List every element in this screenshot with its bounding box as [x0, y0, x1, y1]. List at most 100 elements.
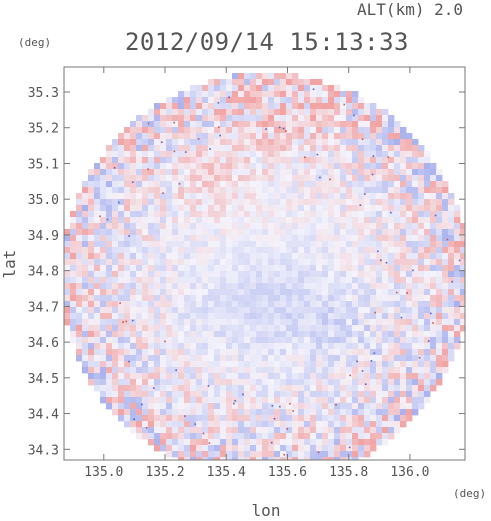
heatmap-cell	[274, 175, 281, 182]
heatmap-cell	[346, 451, 353, 458]
heatmap-cell	[370, 187, 377, 194]
heatmap-cell	[460, 271, 465, 278]
heatmap-cell	[340, 97, 347, 104]
heatmap-cell	[130, 199, 137, 206]
heatmap-cell	[196, 319, 203, 326]
heatmap-cell	[382, 217, 389, 224]
heatmap-cell	[232, 415, 239, 422]
heatmap-speckle	[432, 322, 434, 324]
heatmap-cell	[334, 355, 341, 362]
heatmap-cell	[70, 313, 77, 320]
heatmap-cell	[310, 175, 317, 182]
heatmap-cell	[118, 343, 125, 350]
heatmap-cell	[172, 115, 179, 122]
heatmap-cell	[292, 343, 299, 350]
heatmap-cell	[154, 367, 161, 374]
heatmap-cell	[220, 169, 227, 176]
heatmap-cell	[382, 289, 389, 296]
heatmap-cell	[334, 385, 341, 392]
heatmap-cell	[298, 403, 305, 410]
heatmap-cell	[334, 205, 341, 212]
heatmap-cell	[448, 319, 455, 326]
heatmap-cell	[352, 313, 359, 320]
heatmap-cell	[406, 163, 413, 170]
heatmap-cell	[274, 307, 281, 314]
heatmap-cell	[64, 247, 71, 254]
heatmap-cell	[136, 403, 143, 410]
heatmap-cell	[178, 373, 185, 380]
heatmap-cell	[346, 409, 353, 416]
heatmap-cell	[184, 145, 191, 152]
heatmap-cell	[76, 265, 83, 272]
heatmap-cell	[178, 355, 185, 362]
heatmap-cell	[280, 121, 287, 128]
heatmap-cell	[304, 337, 311, 344]
heatmap-cell	[130, 301, 137, 308]
heatmap-cell	[382, 361, 389, 368]
heatmap-cell	[298, 223, 305, 230]
heatmap-cell	[232, 277, 239, 284]
heatmap-cell	[112, 307, 119, 314]
heatmap-cell	[352, 133, 359, 140]
heatmap-cell	[124, 265, 131, 272]
heatmap-cell	[448, 205, 455, 212]
heatmap-cell	[358, 409, 365, 416]
heatmap-cell	[280, 385, 287, 392]
heatmap-cell	[262, 337, 269, 344]
heatmap-cell	[340, 223, 347, 230]
heatmap-cell	[82, 193, 89, 200]
heatmap-cell	[340, 211, 347, 218]
heatmap-cell	[112, 253, 119, 260]
heatmap-cell	[88, 175, 95, 182]
heatmap-cell	[424, 355, 431, 362]
heatmap-cell	[202, 229, 209, 236]
heatmap-cell	[238, 169, 245, 176]
heatmap-cell	[364, 439, 371, 446]
heatmap-cell	[112, 229, 119, 236]
heatmap-cell	[154, 295, 161, 302]
heatmap-cell	[376, 145, 383, 152]
heatmap-cell	[244, 403, 251, 410]
heatmap-cell	[286, 451, 293, 458]
heatmap-cell	[196, 85, 203, 92]
heatmap-cell	[154, 247, 161, 254]
heatmap-cell	[142, 313, 149, 320]
heatmap-cell	[142, 199, 149, 206]
heatmap-cell	[424, 283, 431, 290]
heatmap-cell	[424, 331, 431, 338]
heatmap-cell	[172, 157, 179, 164]
heatmap-cell	[298, 325, 305, 332]
heatmap-cell	[160, 409, 167, 416]
heatmap-cell	[268, 355, 275, 362]
heatmap-cell	[100, 235, 107, 242]
heatmap-cell	[406, 367, 413, 374]
heatmap-cell	[406, 313, 413, 320]
heatmap-cell	[364, 163, 371, 170]
heatmap-cell	[238, 97, 245, 104]
heatmap-cell	[406, 139, 413, 146]
heatmap-cell	[382, 259, 389, 266]
heatmap-cell	[280, 439, 287, 446]
heatmap-cell	[166, 397, 173, 404]
heatmap-cell	[322, 439, 329, 446]
heatmap-cell	[382, 319, 389, 326]
heatmap-cell	[262, 319, 269, 326]
heatmap-cell	[370, 385, 377, 392]
heatmap-cell	[304, 367, 311, 374]
heatmap-cell	[178, 379, 185, 386]
heatmap-cell	[406, 241, 413, 248]
heatmap-cell	[178, 127, 185, 134]
heatmap-cell	[244, 235, 251, 242]
heatmap-cell	[178, 223, 185, 230]
heatmap-cell	[76, 355, 83, 362]
heatmap-cell	[166, 295, 173, 302]
heatmap-cell	[310, 217, 317, 224]
heatmap-cell	[292, 73, 299, 80]
heatmap-cell	[76, 319, 83, 326]
heatmap-cell	[280, 313, 287, 320]
heatmap-cell	[64, 271, 71, 278]
heatmap-cell	[298, 355, 305, 362]
heatmap-cell	[244, 337, 251, 344]
heatmap-cell	[190, 361, 197, 368]
heatmap-cell	[304, 181, 311, 188]
